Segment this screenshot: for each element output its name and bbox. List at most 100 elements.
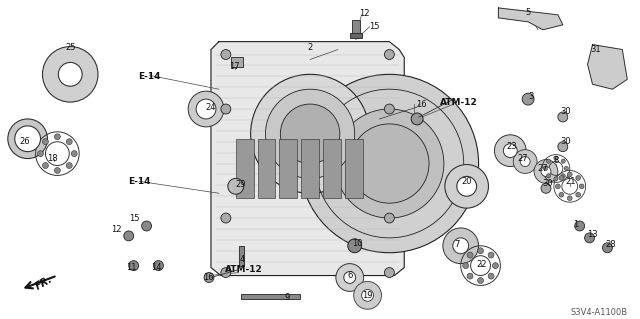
Circle shape [547,174,550,178]
Circle shape [129,261,139,271]
Text: 31: 31 [590,45,601,54]
Text: S3V4-A1100B: S3V4-A1100B [570,308,627,317]
Text: ATM-12: ATM-12 [440,98,477,107]
Text: 24: 24 [205,102,216,112]
Circle shape [576,192,580,197]
Circle shape [568,172,572,177]
Text: 15: 15 [369,22,380,31]
Circle shape [488,273,494,279]
Circle shape [141,221,152,231]
Text: 18: 18 [47,154,58,163]
Text: 30: 30 [561,108,571,116]
Circle shape [228,178,244,194]
Circle shape [477,248,484,254]
Circle shape [67,163,72,168]
Circle shape [71,151,77,157]
Circle shape [559,192,564,197]
Text: 7: 7 [454,240,460,249]
Text: 8: 8 [553,156,559,165]
Circle shape [554,177,558,181]
Circle shape [503,144,517,158]
Circle shape [520,157,530,167]
Text: 5: 5 [525,8,531,17]
Circle shape [467,252,473,258]
Circle shape [336,263,364,291]
Circle shape [584,233,595,243]
Circle shape [457,176,477,196]
Text: 10: 10 [353,239,363,248]
Circle shape [576,175,580,180]
Circle shape [300,74,479,253]
Polygon shape [588,45,627,89]
Circle shape [411,113,423,125]
Circle shape [221,213,231,223]
Circle shape [280,104,340,164]
Text: 1: 1 [573,220,579,229]
Text: 26: 26 [19,137,30,146]
Text: 12: 12 [111,226,122,234]
Circle shape [251,74,369,193]
Bar [236,139,253,198]
Text: 28: 28 [605,240,616,249]
Text: 12: 12 [359,9,370,19]
Circle shape [8,119,47,159]
Text: 21: 21 [566,177,576,186]
Circle shape [564,167,568,171]
Text: 11: 11 [127,263,137,272]
Circle shape [547,159,550,163]
Circle shape [362,289,374,301]
Circle shape [54,167,60,174]
Text: 17: 17 [230,62,240,71]
Text: E-14: E-14 [138,72,161,81]
Circle shape [467,273,473,279]
Bar [257,139,275,198]
Circle shape [385,104,394,114]
Circle shape [561,159,565,163]
Circle shape [488,252,494,258]
Text: 25: 25 [65,43,76,52]
Circle shape [42,47,98,102]
Circle shape [556,184,560,189]
Circle shape [559,175,564,180]
Circle shape [541,183,551,193]
Circle shape [15,126,40,152]
Circle shape [602,243,612,253]
Polygon shape [211,41,404,276]
Text: 30: 30 [561,137,571,146]
Text: 23: 23 [506,142,516,151]
Text: E-14: E-14 [129,177,151,186]
Circle shape [348,239,362,253]
Text: 14: 14 [151,263,162,272]
Text: FR.: FR. [34,274,55,291]
Circle shape [385,213,394,223]
Text: 29: 29 [236,180,246,189]
Circle shape [554,156,558,160]
Circle shape [266,89,355,178]
Bar [323,139,341,198]
Circle shape [558,142,568,152]
Text: 15: 15 [129,213,140,223]
Circle shape [568,196,572,201]
Text: 9: 9 [285,293,290,302]
Circle shape [443,228,479,263]
Bar [231,57,243,67]
Circle shape [221,104,231,114]
Circle shape [204,272,214,282]
Circle shape [522,93,534,105]
Circle shape [534,160,558,183]
Circle shape [354,281,381,309]
Circle shape [344,271,356,284]
Text: 19: 19 [362,291,373,300]
Text: ATM-12: ATM-12 [225,265,262,274]
Text: 4: 4 [240,255,245,264]
Circle shape [543,167,548,171]
Circle shape [453,238,468,254]
Circle shape [385,268,394,278]
Circle shape [558,112,568,122]
Text: 30: 30 [543,179,553,188]
Circle shape [335,109,444,218]
Circle shape [477,278,484,284]
Bar [241,294,300,299]
Circle shape [221,49,231,59]
Circle shape [67,139,72,145]
